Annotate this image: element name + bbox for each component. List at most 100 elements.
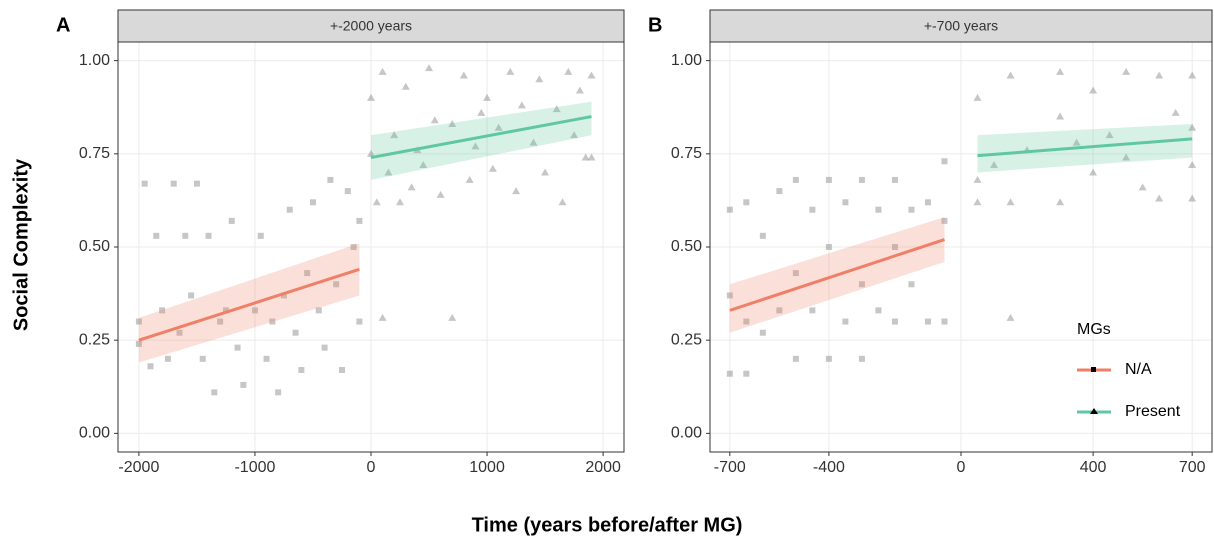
point — [512, 187, 521, 195]
point — [477, 108, 486, 116]
point — [506, 67, 515, 75]
point — [251, 307, 258, 314]
point — [1089, 168, 1098, 176]
point — [430, 116, 439, 124]
point — [396, 198, 405, 206]
point — [217, 318, 224, 325]
point — [234, 344, 241, 351]
point — [153, 232, 160, 239]
point — [419, 161, 428, 168]
point — [1138, 183, 1147, 191]
point — [973, 175, 982, 183]
point — [1056, 67, 1065, 75]
y-axis-title: Social Complexity — [10, 158, 32, 331]
point — [1155, 194, 1164, 202]
point — [147, 363, 154, 370]
plot-border — [709, 41, 1213, 453]
point — [459, 71, 468, 79]
point — [407, 183, 416, 191]
point — [263, 355, 270, 362]
point — [792, 270, 799, 277]
point — [315, 307, 322, 314]
y-tick-label: 0.75 — [671, 145, 702, 162]
point — [390, 131, 399, 139]
x-tick-label: 0 — [957, 459, 966, 476]
point — [891, 176, 898, 183]
y-tick-label: 0.00 — [79, 425, 110, 442]
point — [356, 217, 363, 224]
x-tick-label: 700 — [1179, 459, 1206, 476]
point — [483, 93, 492, 101]
point — [286, 206, 293, 213]
point — [858, 176, 865, 183]
point — [1122, 153, 1131, 161]
point — [759, 329, 766, 336]
point — [275, 389, 282, 396]
point — [176, 329, 183, 336]
point — [564, 67, 573, 75]
point — [199, 355, 206, 362]
point — [298, 367, 305, 373]
point — [205, 232, 212, 239]
point — [924, 199, 931, 206]
point — [776, 188, 783, 195]
point — [333, 281, 340, 288]
point — [809, 206, 816, 213]
legend-title: MGs — [1077, 321, 1111, 338]
point — [1171, 108, 1180, 116]
legend-marker — [1091, 367, 1096, 372]
x-tick-label: 400 — [1080, 459, 1107, 476]
point — [743, 370, 750, 377]
point — [941, 318, 948, 325]
y-tick-label: 0.25 — [79, 331, 110, 348]
point — [908, 206, 915, 213]
point — [1105, 131, 1114, 139]
point — [842, 318, 849, 325]
plot-border — [117, 41, 625, 453]
point — [1006, 71, 1015, 79]
point — [575, 86, 584, 94]
point — [941, 158, 948, 165]
point — [378, 67, 387, 75]
point — [743, 199, 750, 206]
point — [1089, 86, 1098, 94]
point — [159, 307, 166, 314]
y-tick-label: 1.00 — [671, 52, 702, 69]
point — [825, 355, 832, 362]
x-tick-label: 2000 — [585, 459, 621, 476]
point — [875, 307, 882, 314]
x-tick-label: -2000 — [118, 459, 159, 476]
point — [170, 180, 177, 187]
point — [825, 244, 832, 250]
point — [858, 281, 865, 288]
fit-line — [138, 267, 360, 342]
point — [759, 232, 766, 239]
point — [135, 340, 142, 347]
point — [367, 149, 375, 157]
point — [809, 307, 816, 314]
facet-strip — [709, 9, 1213, 43]
point — [1006, 313, 1015, 321]
point — [1188, 161, 1197, 168]
point — [448, 120, 457, 127]
point — [517, 101, 526, 109]
point — [842, 199, 849, 206]
point — [338, 367, 345, 373]
point — [858, 355, 865, 362]
point — [792, 355, 799, 362]
point — [367, 93, 375, 101]
point — [240, 381, 247, 388]
y-tick-label: 0.75 — [79, 145, 110, 162]
point — [344, 188, 351, 195]
x-tick-label: -1000 — [234, 459, 275, 476]
y-tick-label: 0.25 — [671, 331, 702, 348]
panel-label: B — [648, 14, 662, 36]
point — [973, 198, 982, 206]
x-axis-title: Time (years before/after MG) — [472, 514, 743, 536]
point — [1122, 67, 1131, 75]
point — [269, 318, 276, 325]
point — [891, 244, 898, 250]
confidence-band — [138, 243, 360, 363]
point — [211, 389, 218, 396]
